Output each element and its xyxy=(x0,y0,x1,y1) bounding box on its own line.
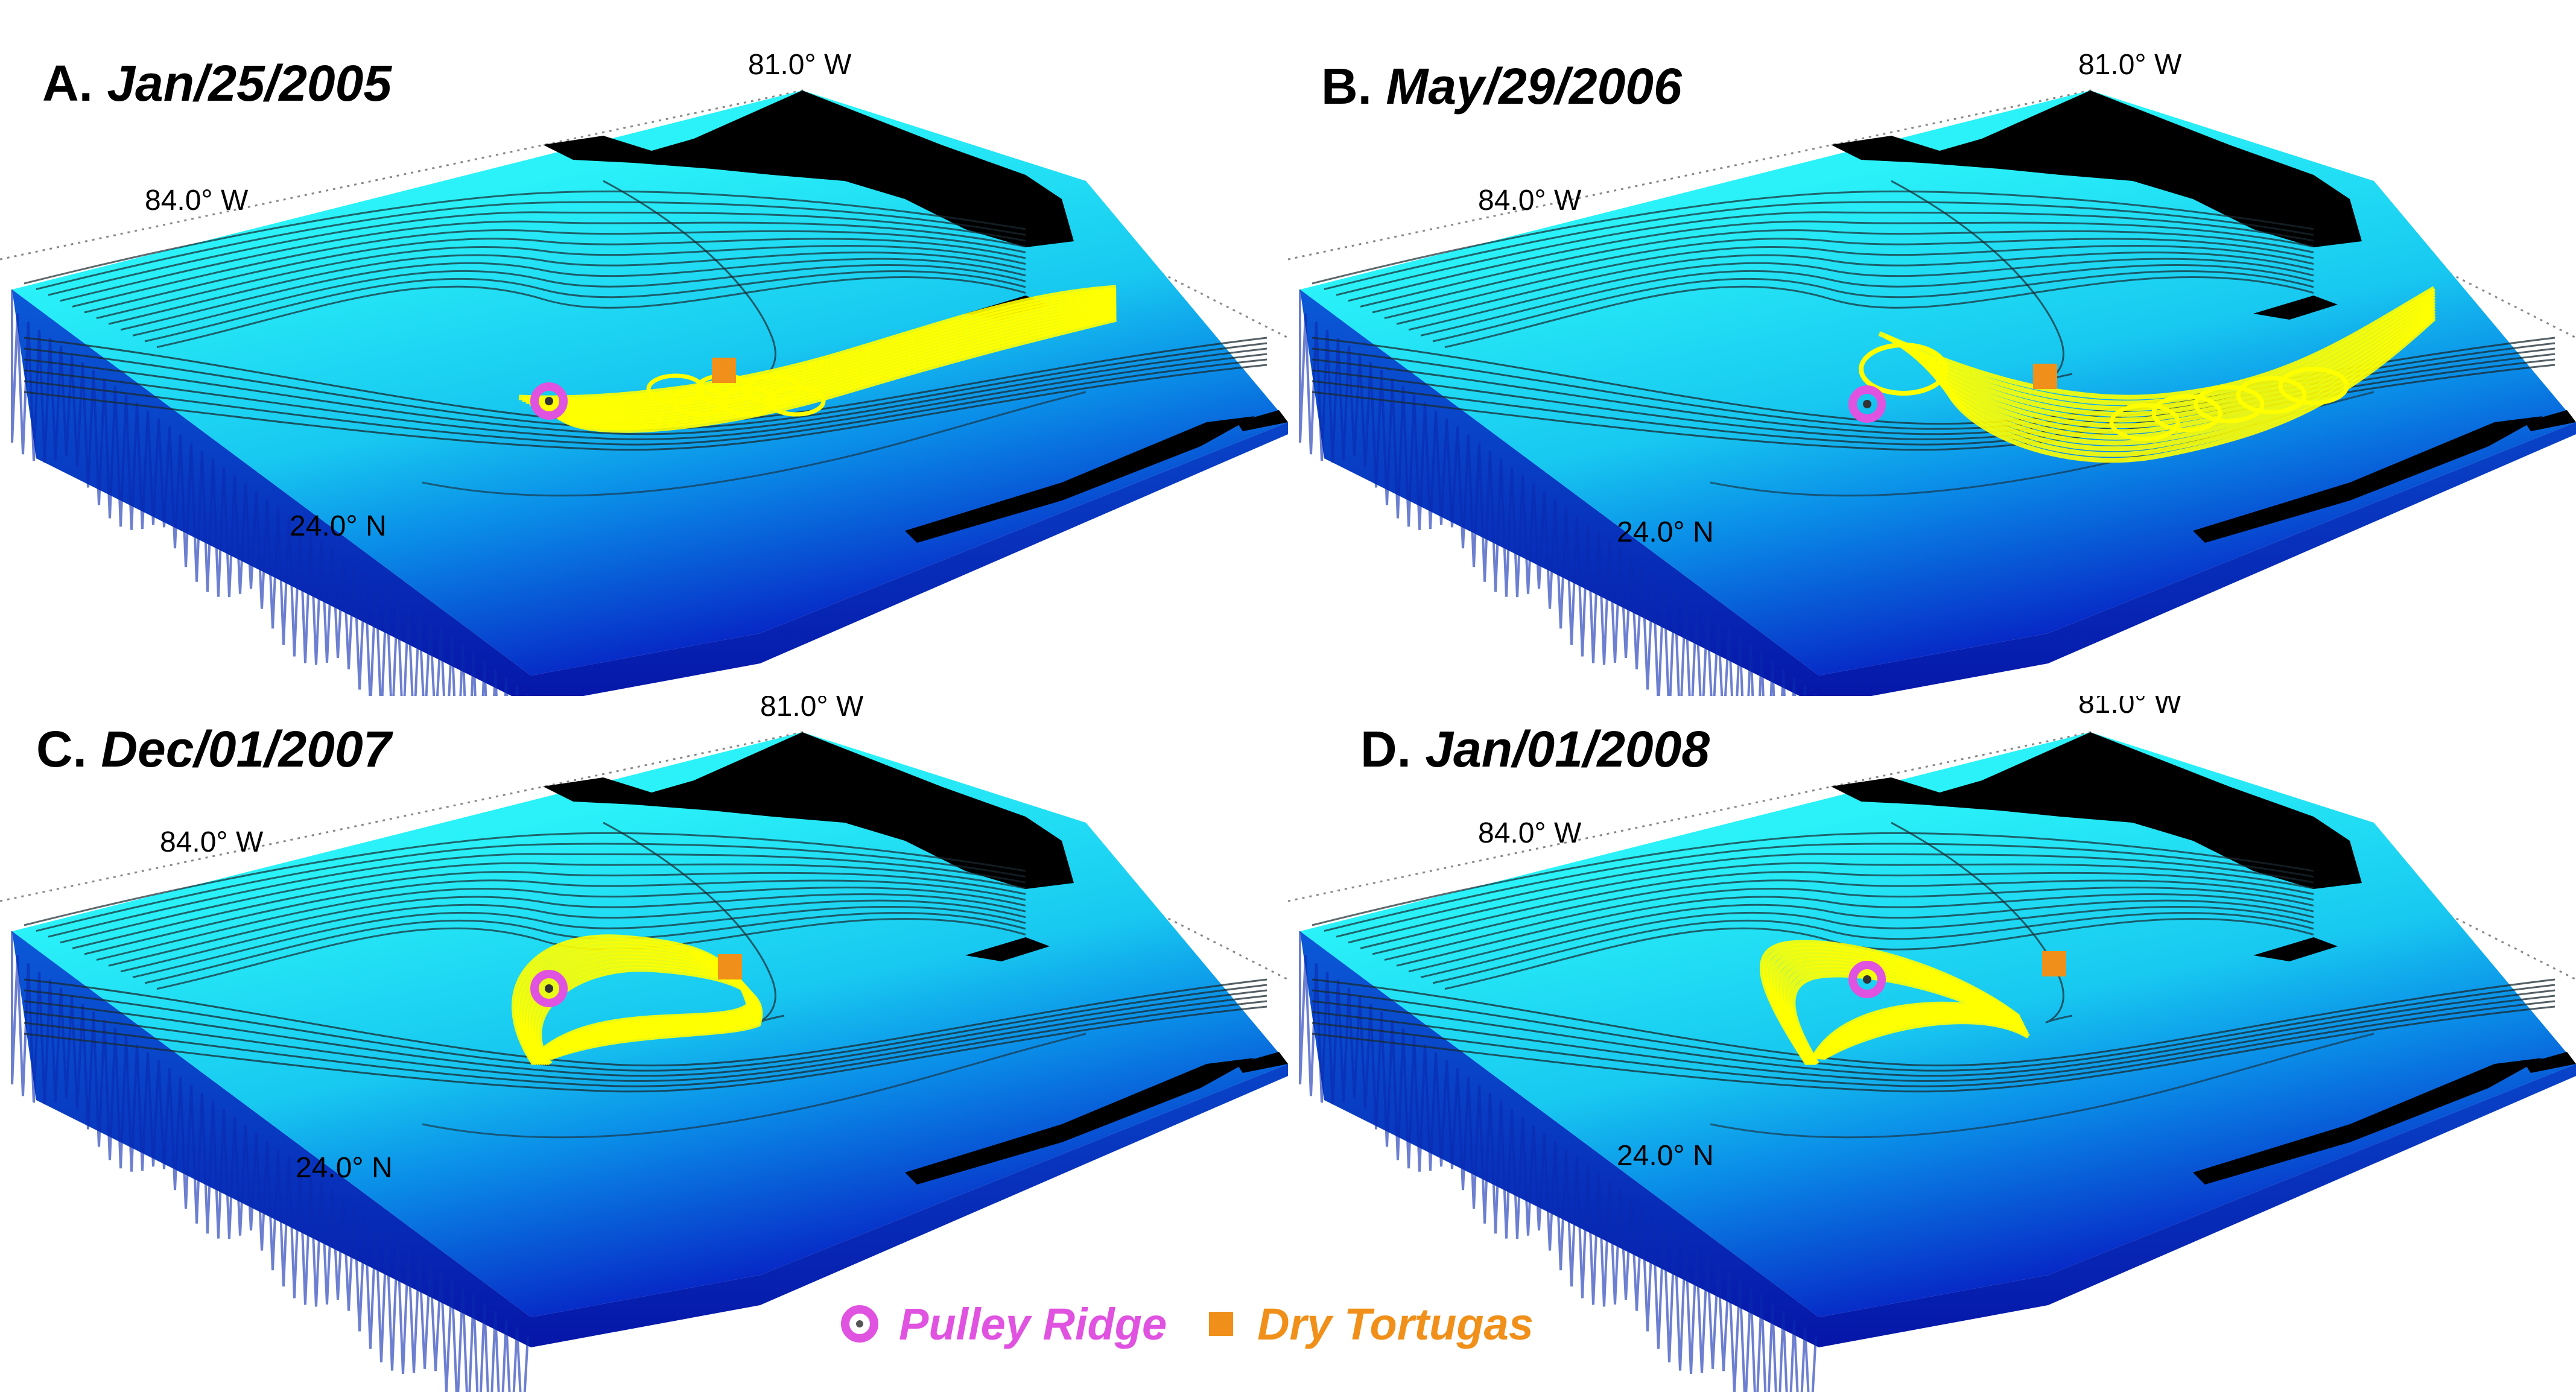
longitude-label-west: 84.0° W xyxy=(1478,817,1582,849)
legend-dry-tortugas-label: Dry Tortugas xyxy=(1257,1299,1534,1349)
panel-b: B. May/29/2006 84.0° W 81.0° W 24.0° N xyxy=(1288,0,2576,696)
trajectory-lines xyxy=(518,285,1117,433)
dry-tortugas-marker xyxy=(2042,951,2066,976)
trajectory-lines xyxy=(1859,286,2436,463)
legend-pulley-ridge: Pulley Ridge xyxy=(839,1299,1167,1350)
pulley-ridge-marker xyxy=(530,970,568,1007)
pulley-ridge-marker xyxy=(1848,385,1886,423)
map-surface xyxy=(0,89,1288,696)
map-surface xyxy=(1288,731,2576,1392)
longitude-label-west: 84.0° W xyxy=(160,826,264,858)
panel-letter: D. xyxy=(1360,721,1426,777)
panel-letter: B. xyxy=(1321,58,1386,115)
panel-title: A. Jan/25/2005 xyxy=(42,54,392,113)
longitude-label-west: 84.0° W xyxy=(145,185,249,217)
panel-title: D. Jan/01/2008 xyxy=(1360,720,1710,779)
pulley-ridge-marker-icon xyxy=(841,1305,878,1343)
latitude-label: 24.0° N xyxy=(296,1152,393,1184)
latitude-label: 24.0° N xyxy=(1617,1140,1714,1172)
map-surface xyxy=(1288,89,2576,696)
longitude-label-east: 81.0° W xyxy=(2078,49,2182,81)
panel-date: Jan/01/2008 xyxy=(1425,721,1710,777)
latitude-label: 24.0° N xyxy=(290,510,387,542)
panel-date: Dec/01/2007 xyxy=(101,721,392,777)
legend: Pulley Ridge Dry Tortugas xyxy=(839,1291,1534,1357)
dry-tortugas-marker-icon xyxy=(1209,1312,1234,1336)
panel-c: C. Dec/01/2007 84.0° W 81.0° W 24.0° N xyxy=(0,696,1288,1392)
dry-tortugas-marker xyxy=(712,358,736,383)
longitude-label-east: 81.0° W xyxy=(2078,696,2182,720)
panel-letter: A. xyxy=(42,55,107,112)
panel-date: May/29/2006 xyxy=(1386,58,1682,115)
pulley-ridge-marker xyxy=(1848,961,1886,998)
panel-letter: C. xyxy=(36,721,101,777)
panel-title: B. May/29/2006 xyxy=(1321,57,1682,116)
longitude-label-east: 81.0° W xyxy=(760,696,864,723)
trajectory-lines xyxy=(1759,940,2030,1066)
longitude-label-east: 81.0° W xyxy=(748,49,852,81)
legend-dry-tortugas: Dry Tortugas xyxy=(1203,1299,1534,1350)
longitude-label-west: 84.0° W xyxy=(1478,185,1582,217)
dry-tortugas-marker xyxy=(718,954,742,979)
panel-title: C. Dec/01/2007 xyxy=(36,720,391,779)
dry-tortugas-marker xyxy=(2033,364,2057,389)
panel-date: Jan/25/2005 xyxy=(107,55,392,112)
panel-d: D. Jan/01/2008 84.0° W 81.0° W 24.0° N xyxy=(1288,696,2576,1392)
pulley-ridge-marker xyxy=(530,382,568,420)
legend-pulley-ridge-label: Pulley Ridge xyxy=(899,1299,1167,1349)
latitude-label: 24.0° N xyxy=(1617,516,1714,548)
panel-a: A. Jan/25/2005 84.0° W 81.0° W 24.0° N xyxy=(0,0,1288,696)
map-surface xyxy=(0,731,1288,1392)
